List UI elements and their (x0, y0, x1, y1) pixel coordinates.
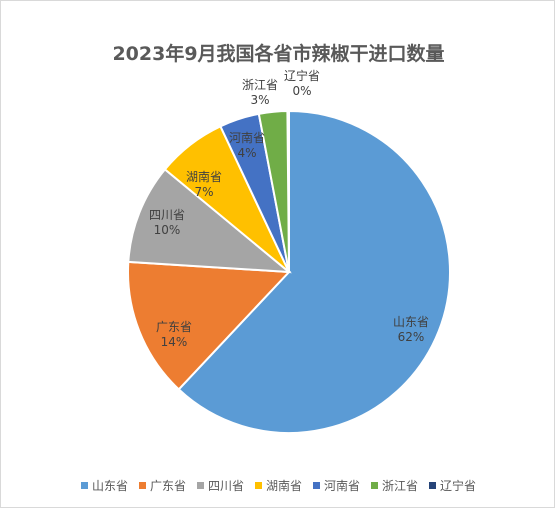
slice-label-value-6: 3% (250, 93, 269, 107)
legend-swatch (429, 482, 437, 489)
legend: 山东省 广东省 四川省 湖南省 河南省 浙江省 辽宁省 (1, 477, 555, 494)
legend-label: 河南省 (324, 479, 361, 493)
legend-entry-5: 河南省 (313, 477, 360, 494)
legend-entry-2: 广东省 (138, 477, 186, 494)
slice-label-name-2: 广东省 (156, 320, 192, 334)
legend-label: 辽宁省 (440, 479, 477, 493)
legend-label: 广东省 (149, 479, 186, 493)
legend-swatch (371, 482, 379, 489)
slice-label-value-1: 62% (398, 330, 425, 344)
slice-label-value-7: 0% (292, 84, 311, 98)
legend-swatch (196, 482, 204, 489)
legend-label: 湖南省 (265, 479, 302, 493)
slice-label-value-3: 10% (154, 223, 181, 237)
legend-entry-6: 浙江省 (371, 477, 418, 494)
slice-label-name-3: 四川省 (149, 208, 185, 222)
legend-entry-4: 湖南省 (254, 477, 302, 494)
chart-title: 2023年9月我国各省市辣椒干进口数量 (112, 43, 445, 65)
legend-entry-7: 辽宁省 (429, 477, 476, 494)
pie-slice-1 (177, 109, 451, 434)
legend-label: 四川省 (207, 479, 244, 493)
legend-swatch (138, 482, 146, 489)
slice-label-name-5: 河南省 (229, 130, 265, 145)
legend-entry-1: 山东省 (80, 477, 128, 494)
pie-slice-3 (127, 167, 293, 274)
pie-slice-7 (286, 109, 290, 273)
slice-label-value-4: 7% (194, 185, 213, 199)
legend-swatch (254, 482, 262, 489)
slice-label-name-6: 浙江省 (242, 78, 278, 92)
slice-label-name-1: 山东省 (393, 315, 429, 329)
legend-swatch (313, 482, 320, 489)
pie-slice-2 (127, 260, 292, 391)
legend-swatch (80, 482, 88, 489)
slice-label-value-5: 4% (237, 146, 256, 160)
slice-label-value-2: 14% (161, 335, 188, 349)
legend-entry-3: 四川省 (196, 477, 244, 494)
legend-label: 山东省 (91, 479, 128, 493)
slice-label-name-7: 辽宁省 (284, 68, 320, 83)
slice-label-name-4: 湖南省 (186, 169, 222, 184)
legend-label: 浙江省 (382, 479, 419, 493)
